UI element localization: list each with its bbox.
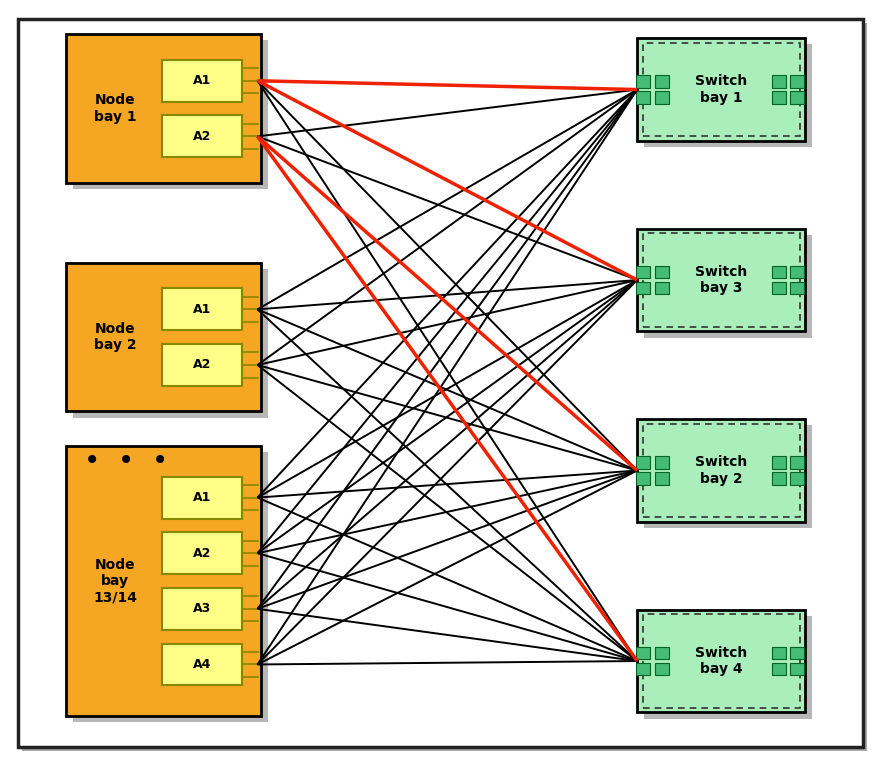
Bar [772, 266, 786, 278]
Bar [162, 532, 242, 575]
Bar [655, 647, 669, 659]
Bar [636, 91, 650, 104]
Bar [772, 91, 786, 104]
Text: A2: A2 [193, 358, 211, 372]
Text: Node
bay 2: Node bay 2 [94, 322, 136, 352]
Bar [162, 288, 242, 331]
Bar [162, 115, 242, 158]
Bar [643, 43, 800, 136]
Bar [637, 419, 805, 522]
Bar [655, 456, 669, 469]
Text: A3: A3 [193, 602, 211, 616]
Bar [66, 34, 261, 183]
Bar [790, 456, 804, 469]
Bar [772, 282, 786, 294]
Text: A4: A4 [193, 658, 211, 671]
Bar [790, 91, 804, 104]
Bar [655, 663, 669, 675]
Bar [643, 424, 800, 517]
Bar [162, 60, 242, 102]
Bar [655, 266, 669, 278]
Bar [73, 40, 268, 189]
Text: A1: A1 [193, 303, 211, 316]
Text: A2: A2 [193, 130, 211, 143]
Bar [73, 269, 268, 418]
Bar [636, 282, 650, 294]
Bar [643, 614, 800, 708]
Bar [644, 425, 812, 528]
Bar [73, 452, 268, 722]
Bar [790, 282, 804, 294]
Text: A1: A1 [193, 491, 211, 504]
Text: A2: A2 [193, 546, 211, 560]
Bar [643, 233, 800, 327]
Text: Node
bay 1: Node bay 1 [94, 94, 136, 123]
Bar [655, 91, 669, 104]
Text: Switch
bay 1: Switch bay 1 [695, 75, 748, 104]
Bar [655, 282, 669, 294]
Bar [162, 477, 242, 519]
Bar [636, 456, 650, 469]
Bar [772, 456, 786, 469]
Bar [636, 75, 650, 88]
Text: Switch
bay 3: Switch bay 3 [695, 265, 748, 295]
Bar [790, 266, 804, 278]
Bar [162, 344, 242, 386]
Bar [790, 647, 804, 659]
Bar [655, 472, 669, 485]
Text: A1: A1 [193, 74, 211, 88]
Bar [655, 75, 669, 88]
Text: Node
bay
13/14: Node bay 13/14 [93, 558, 137, 604]
Bar [66, 446, 261, 716]
Text: •  •  •: • • • [83, 447, 168, 475]
Bar [790, 472, 804, 485]
Bar [66, 263, 261, 411]
Bar [636, 266, 650, 278]
Bar [790, 663, 804, 675]
Bar [772, 647, 786, 659]
Bar [637, 229, 805, 331]
Bar [637, 610, 805, 712]
Bar [637, 38, 805, 141]
Text: Switch
bay 2: Switch bay 2 [695, 456, 748, 485]
Bar [636, 472, 650, 485]
Bar [636, 663, 650, 675]
Bar [162, 588, 242, 629]
Bar [772, 472, 786, 485]
Bar [772, 75, 786, 88]
Bar [772, 663, 786, 675]
Bar [636, 647, 650, 659]
Bar [644, 616, 812, 719]
Text: Switch
bay 4: Switch bay 4 [695, 646, 748, 676]
Bar [162, 643, 242, 686]
Bar [644, 235, 812, 338]
Bar [644, 44, 812, 147]
Bar [790, 75, 804, 88]
